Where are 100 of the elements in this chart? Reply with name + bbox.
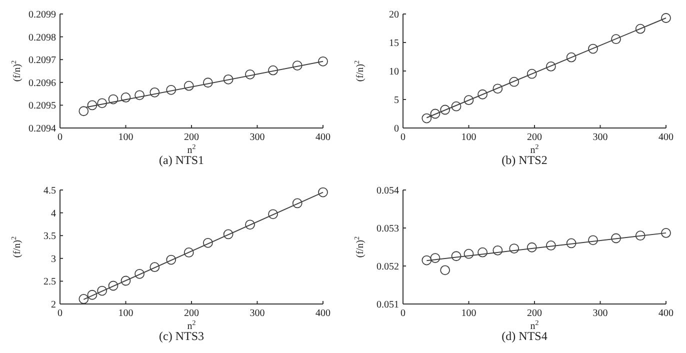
text: (a) NTS1	[159, 153, 204, 167]
x-tick-label: 400	[658, 308, 674, 319]
point	[150, 87, 160, 98]
point	[150, 262, 160, 272]
point	[464, 95, 474, 106]
x-tick-label: 300	[592, 132, 608, 143]
y-tick-label: 4.5	[44, 186, 56, 196]
point	[108, 94, 118, 104]
y-tick-label: 0.054	[376, 186, 399, 196]
x-tick-label: 300	[250, 308, 265, 319]
y-tick-label: 0.053	[376, 224, 399, 234]
point	[546, 61, 556, 72]
point	[245, 69, 255, 80]
point	[661, 228, 671, 238]
y-tick-label: 0.2099	[28, 10, 56, 20]
point	[526, 68, 537, 79]
y-tick-label: 3	[51, 254, 56, 265]
point	[611, 233, 621, 244]
text: (b) NTS2	[502, 153, 548, 167]
x-tick-label: 300	[250, 132, 265, 143]
y-tick-label: 2.5	[44, 276, 56, 288]
x-tick-label: 300	[592, 308, 608, 319]
text: (d) NTS4	[502, 329, 548, 343]
y-tick-label: 2	[51, 300, 56, 310]
y-tick-label: 0	[394, 124, 399, 134]
point	[492, 84, 503, 94]
x-tick-label: 100	[461, 308, 476, 319]
point	[223, 74, 234, 84]
y-tick-label: 4	[51, 208, 56, 220]
x-axis-title: n$^{2}$	[530, 143, 540, 156]
point	[318, 56, 328, 66]
point	[451, 251, 462, 262]
x-tick-label: 400	[658, 132, 674, 143]
point	[318, 187, 328, 198]
point	[566, 52, 576, 62]
x-tick-label: 100	[118, 132, 134, 143]
x-axis-title: n$^{2}$	[530, 319, 540, 332]
point	[661, 13, 671, 23]
point	[492, 245, 503, 256]
point	[509, 76, 520, 87]
point	[611, 34, 621, 44]
point	[166, 254, 176, 265]
point	[478, 247, 488, 258]
point	[87, 100, 98, 110]
point	[268, 209, 278, 220]
y-tick-label: 0.2097	[28, 55, 56, 66]
point	[184, 248, 194, 258]
x-tick-label: 200	[184, 308, 199, 319]
point	[97, 286, 108, 296]
point	[422, 113, 432, 124]
x-axis-title: n$^{2}$	[187, 143, 196, 156]
point	[134, 90, 145, 100]
point	[120, 276, 131, 286]
point	[430, 253, 440, 263]
point	[78, 106, 89, 116]
x-tick-label: 200	[527, 132, 542, 143]
point	[87, 290, 98, 300]
point	[134, 268, 145, 279]
point	[588, 44, 598, 54]
x-tick-label: 100	[118, 308, 134, 319]
point	[588, 235, 598, 246]
x-tick-label: 200	[184, 132, 199, 143]
point	[440, 104, 450, 115]
point	[440, 265, 450, 276]
point	[526, 242, 537, 252]
point	[166, 84, 176, 95]
point	[202, 238, 213, 248]
point	[202, 78, 213, 88]
x-tick-label: 200	[527, 308, 542, 319]
point	[635, 24, 646, 34]
y-tick-label: 0.2098	[28, 32, 56, 44]
y-tick-label: 5	[394, 95, 399, 106]
text: (c) NTS3	[159, 329, 204, 343]
point	[292, 60, 302, 70]
point	[268, 65, 278, 76]
point	[451, 101, 462, 112]
point	[223, 229, 234, 240]
x-tick-label: 400	[316, 132, 330, 143]
point	[566, 238, 576, 248]
point	[635, 230, 646, 241]
point	[292, 198, 302, 208]
y-tick-label: 3.5	[44, 231, 56, 242]
point	[464, 248, 474, 259]
x-tick-label: 100	[461, 132, 476, 143]
y-tick-label: 10	[389, 66, 399, 78]
y-tick-label: 0.2094	[28, 124, 56, 134]
point	[546, 240, 556, 250]
y-tick-label: 0.2095	[28, 100, 56, 112]
point	[108, 280, 118, 291]
point	[97, 98, 108, 108]
y-tick-label: 15	[389, 38, 399, 49]
y-tick-label: 0.051	[376, 300, 399, 310]
y-tick-label: 0.2096	[28, 78, 56, 89]
point	[478, 89, 488, 100]
y-tick-label: 20	[389, 10, 399, 20]
point	[78, 294, 89, 304]
point	[184, 80, 194, 91]
point	[422, 255, 432, 266]
point	[120, 92, 131, 102]
x-tick-label: 400	[316, 308, 330, 319]
